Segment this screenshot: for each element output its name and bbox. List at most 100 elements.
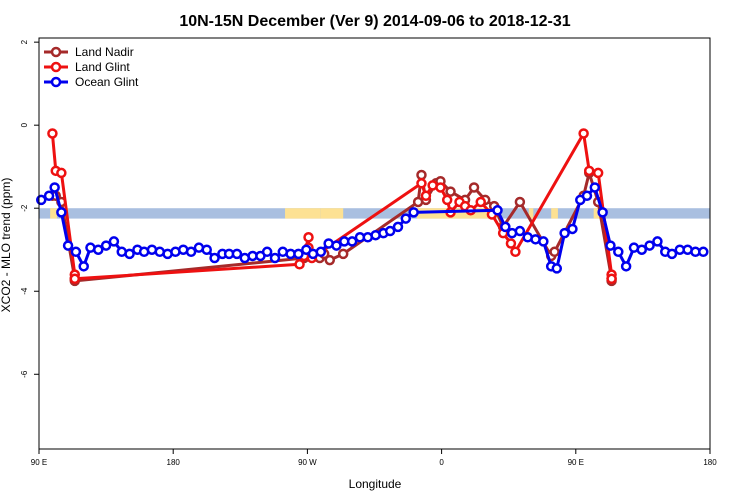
data-point bbox=[78, 261, 89, 272]
data-point bbox=[581, 190, 593, 202]
data-point bbox=[62, 240, 74, 251]
x-tick-label: 180 bbox=[167, 458, 181, 467]
y-tick-label: 0 bbox=[20, 122, 29, 127]
data-point bbox=[337, 248, 349, 260]
data-point bbox=[47, 128, 58, 139]
x-tick-label: 0 bbox=[439, 458, 444, 467]
data-point bbox=[613, 246, 624, 258]
data-point bbox=[185, 246, 197, 258]
data-point bbox=[261, 246, 273, 258]
land-segment bbox=[416, 208, 500, 219]
data-point bbox=[400, 213, 412, 224]
data-point bbox=[303, 232, 314, 243]
land-segment bbox=[320, 208, 344, 219]
data-point bbox=[559, 227, 570, 239]
legend-label: Land Nadir bbox=[75, 45, 134, 59]
land-segment bbox=[50, 208, 57, 219]
data-point bbox=[56, 207, 67, 218]
data-point bbox=[49, 182, 60, 193]
x-tick-label: 90 E bbox=[568, 458, 584, 467]
series-layer bbox=[35, 128, 709, 287]
data-point bbox=[416, 178, 427, 189]
legend-marker bbox=[50, 46, 62, 58]
plot-frame bbox=[38, 37, 711, 450]
data-point bbox=[93, 244, 104, 255]
data-point bbox=[605, 240, 616, 251]
data-point bbox=[231, 248, 243, 260]
y-tick-label: -2 bbox=[20, 204, 29, 212]
data-point bbox=[583, 165, 595, 177]
y-tick-label: -4 bbox=[20, 287, 29, 295]
data-point bbox=[56, 167, 67, 179]
land-segment bbox=[551, 208, 558, 219]
data-point bbox=[100, 240, 112, 251]
data-point bbox=[269, 252, 281, 264]
data-point bbox=[384, 225, 396, 237]
data-point bbox=[492, 205, 503, 216]
x-tick-label: 180 bbox=[703, 458, 717, 467]
data-point bbox=[209, 252, 220, 264]
x-tick-label: 90 E bbox=[31, 458, 47, 467]
legend-label: Ocean Glint bbox=[75, 75, 139, 89]
data-point bbox=[346, 236, 358, 247]
data-point bbox=[445, 186, 456, 197]
land-segment bbox=[593, 208, 601, 219]
data-point bbox=[43, 190, 55, 202]
data-point bbox=[201, 244, 212, 255]
data-point bbox=[69, 273, 81, 285]
series-ocean-glint bbox=[35, 182, 709, 274]
legend-marker bbox=[50, 61, 62, 73]
data-point bbox=[652, 236, 663, 247]
data-point bbox=[108, 236, 120, 247]
data-point bbox=[666, 248, 678, 260]
data-point bbox=[70, 246, 82, 258]
data-point bbox=[392, 221, 404, 233]
legend-label: Land Glint bbox=[75, 60, 130, 74]
y-tick-label: 2 bbox=[20, 39, 29, 44]
y-tick-label: -6 bbox=[20, 370, 29, 378]
data-point bbox=[578, 128, 589, 139]
y-axis: 2 0 -2 -4 -6 bbox=[20, 39, 39, 378]
land-sea-band bbox=[39, 208, 710, 219]
data-point bbox=[468, 182, 480, 193]
data-point bbox=[435, 182, 446, 193]
x-axis-label: Longitude bbox=[349, 477, 402, 491]
data-point bbox=[538, 236, 549, 247]
data-point bbox=[475, 196, 486, 208]
legend-marker bbox=[50, 76, 62, 88]
x-axis: 90 E 180 90 W 0 90 E 180 bbox=[31, 449, 717, 467]
data-point bbox=[698, 246, 709, 258]
data-point bbox=[294, 259, 305, 270]
data-point bbox=[408, 207, 419, 218]
data-point bbox=[293, 248, 304, 260]
data-point bbox=[589, 182, 601, 193]
y-axis-label: XCO2 - MLO trend (ppm) bbox=[0, 178, 13, 313]
data-point bbox=[124, 248, 135, 260]
data-point bbox=[551, 263, 563, 274]
data-point bbox=[416, 169, 427, 181]
data-point bbox=[441, 194, 453, 206]
data-point bbox=[500, 221, 511, 233]
data-point bbox=[510, 246, 521, 258]
x-tick-label: 90 W bbox=[298, 458, 317, 467]
data-point bbox=[324, 254, 336, 266]
data-point bbox=[420, 190, 432, 202]
land-segment bbox=[528, 208, 534, 219]
data-point bbox=[636, 244, 648, 255]
data-point bbox=[549, 246, 560, 258]
data-point bbox=[606, 273, 617, 285]
chart-title: 10N-15N December (Ver 9) 2014-09-06 to 2… bbox=[179, 13, 570, 30]
data-point bbox=[331, 240, 342, 251]
land-segment bbox=[285, 208, 321, 219]
data-point bbox=[597, 207, 608, 218]
data-point bbox=[514, 225, 526, 237]
data-point bbox=[315, 246, 327, 258]
data-point bbox=[644, 240, 655, 251]
data-point bbox=[514, 196, 526, 208]
data-point bbox=[620, 261, 632, 272]
data-point bbox=[592, 167, 604, 179]
data-point bbox=[567, 223, 578, 235]
data-point bbox=[505, 238, 517, 249]
